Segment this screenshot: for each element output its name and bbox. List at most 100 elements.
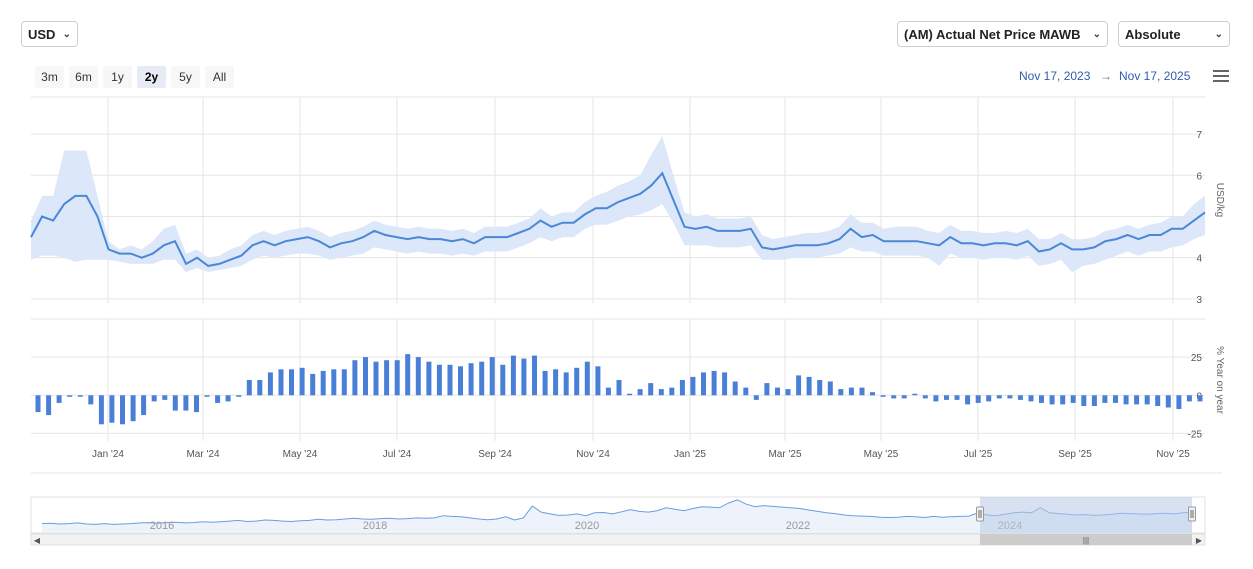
mode-value: Absolute	[1125, 26, 1181, 42]
yoy-bar	[289, 369, 294, 396]
chevron-down-icon: ⌄	[1214, 28, 1223, 40]
currency-select[interactable]: USD ⌄	[21, 21, 78, 47]
yoy-bar	[1060, 395, 1066, 405]
yoy-bar	[627, 393, 633, 396]
yoy-bar	[605, 387, 611, 396]
x-tick-label: Nov '25	[1156, 449, 1190, 460]
navigator-scrollbar-track[interactable]	[30, 533, 1206, 546]
scrollbar-grip-icon: |||	[1083, 536, 1089, 545]
navigator-year-label: 2016	[150, 520, 174, 532]
yoy-bar	[1070, 395, 1076, 403]
yoy-bar	[648, 383, 654, 396]
yoy-bar	[637, 389, 643, 396]
x-tick-label: Jul '25	[964, 449, 993, 460]
yoy-bar	[1091, 395, 1097, 406]
yoy-bar	[870, 392, 875, 396]
range-button-2y[interactable]: 2y	[137, 66, 166, 88]
yoy-bar	[817, 380, 823, 396]
navigator-year-label: 2018	[363, 520, 387, 532]
yoy-bar	[891, 395, 897, 399]
metric-value: (AM) Actual Net Price MAWB	[904, 26, 1081, 42]
price-y-tick-label: 6	[1196, 171, 1202, 182]
yoy-bar	[616, 380, 622, 396]
yoy-bar	[447, 364, 453, 396]
yoy-bar	[1017, 395, 1023, 400]
date-separator: →	[1100, 69, 1112, 83]
yoy-bar	[500, 364, 506, 396]
navigator-year-label: 2020	[575, 520, 599, 532]
navigator-handle[interactable]	[1188, 506, 1196, 522]
yoy-bar	[331, 369, 337, 396]
navigator-scrollbar-thumb[interactable]	[980, 534, 1192, 545]
yoy-bar	[806, 376, 812, 396]
range-button-3m[interactable]: 3m	[35, 66, 64, 88]
yoy-bar	[151, 395, 157, 402]
range-button-5y[interactable]: 5y	[171, 66, 200, 88]
mode-select[interactable]: Absolute ⌄	[1118, 21, 1230, 47]
yoy-bar	[679, 380, 685, 396]
yoy-bar	[954, 395, 960, 400]
yoy-axis-title: % Year on year	[1214, 346, 1225, 414]
price-range-band	[31, 136, 1205, 273]
navigator-handle[interactable]	[976, 506, 984, 522]
chevron-down-icon: ⌄	[62, 28, 71, 40]
price-y-tick-label: 5	[1196, 212, 1202, 223]
hamburger-menu-icon[interactable]	[1213, 70, 1229, 84]
yoy-bar	[986, 395, 992, 402]
price-y-tick-label: 4	[1196, 254, 1202, 265]
yoy-bar	[77, 395, 83, 397]
yoy-bar	[532, 355, 537, 396]
yoy-bar	[141, 395, 147, 416]
yoy-bar	[722, 372, 728, 396]
date-to[interactable]: Nov 17, 2025	[1119, 69, 1191, 83]
metric-select[interactable]: (AM) Actual Net Price MAWB ⌄	[897, 21, 1108, 47]
yoy-bar	[944, 395, 949, 400]
yoy-bar	[278, 369, 284, 396]
yoy-bar	[257, 380, 263, 396]
yoy-bar	[553, 369, 559, 396]
yoy-bar	[67, 395, 73, 397]
range-button-all[interactable]: All	[205, 66, 234, 88]
yoy-bar	[1144, 395, 1150, 405]
yoy-bar	[1049, 395, 1055, 405]
x-tick-label: Sep '25	[1058, 449, 1092, 460]
date-from[interactable]: Nov 17, 2023	[1019, 69, 1091, 83]
yoy-bar	[1039, 395, 1044, 403]
x-tick-label: Jan '25	[674, 449, 706, 460]
range-button-1y[interactable]: 1y	[103, 66, 132, 88]
yoy-bar	[98, 395, 104, 425]
yoy-bar	[130, 395, 136, 422]
yoy-bar	[1155, 395, 1161, 406]
yoy-bar	[965, 395, 971, 405]
yoy-bar	[1007, 395, 1013, 399]
yoy-bar	[743, 387, 749, 396]
yoy-bar	[415, 357, 421, 396]
yoy-bar	[426, 361, 432, 396]
price-series-line	[30, 171, 1206, 267]
yoy-bar	[732, 381, 738, 396]
yoy-bar	[701, 372, 706, 396]
range-button-6m[interactable]: 6m	[69, 66, 98, 88]
navigator-area	[42, 499, 1192, 533]
yoy-y-tick-label: 25	[1191, 353, 1203, 364]
yoy-bar	[1197, 395, 1203, 402]
navigator-year-label: 2022	[786, 520, 810, 532]
yoy-bar	[236, 395, 242, 397]
yoy-bar	[1186, 395, 1192, 402]
yoy-bar	[267, 372, 273, 396]
x-tick-label: Mar '25	[768, 449, 801, 460]
x-tick-label: Mar '24	[186, 449, 219, 460]
yoy-bar	[1028, 395, 1034, 402]
scroll-left-arrow-icon: ◀	[34, 536, 41, 545]
scroll-right-arrow-icon: ▶	[1196, 536, 1203, 545]
yoy-bar	[489, 357, 495, 396]
yoy-bar	[109, 395, 115, 423]
yoy-bar	[1134, 395, 1140, 405]
yoy-bar	[1123, 395, 1129, 405]
yoy-bar	[458, 366, 463, 396]
yoy-bar	[711, 370, 717, 396]
yoy-bar	[658, 389, 664, 396]
yoy-bar	[764, 383, 770, 396]
yoy-bar	[880, 395, 886, 397]
yoy-bar	[574, 367, 580, 396]
